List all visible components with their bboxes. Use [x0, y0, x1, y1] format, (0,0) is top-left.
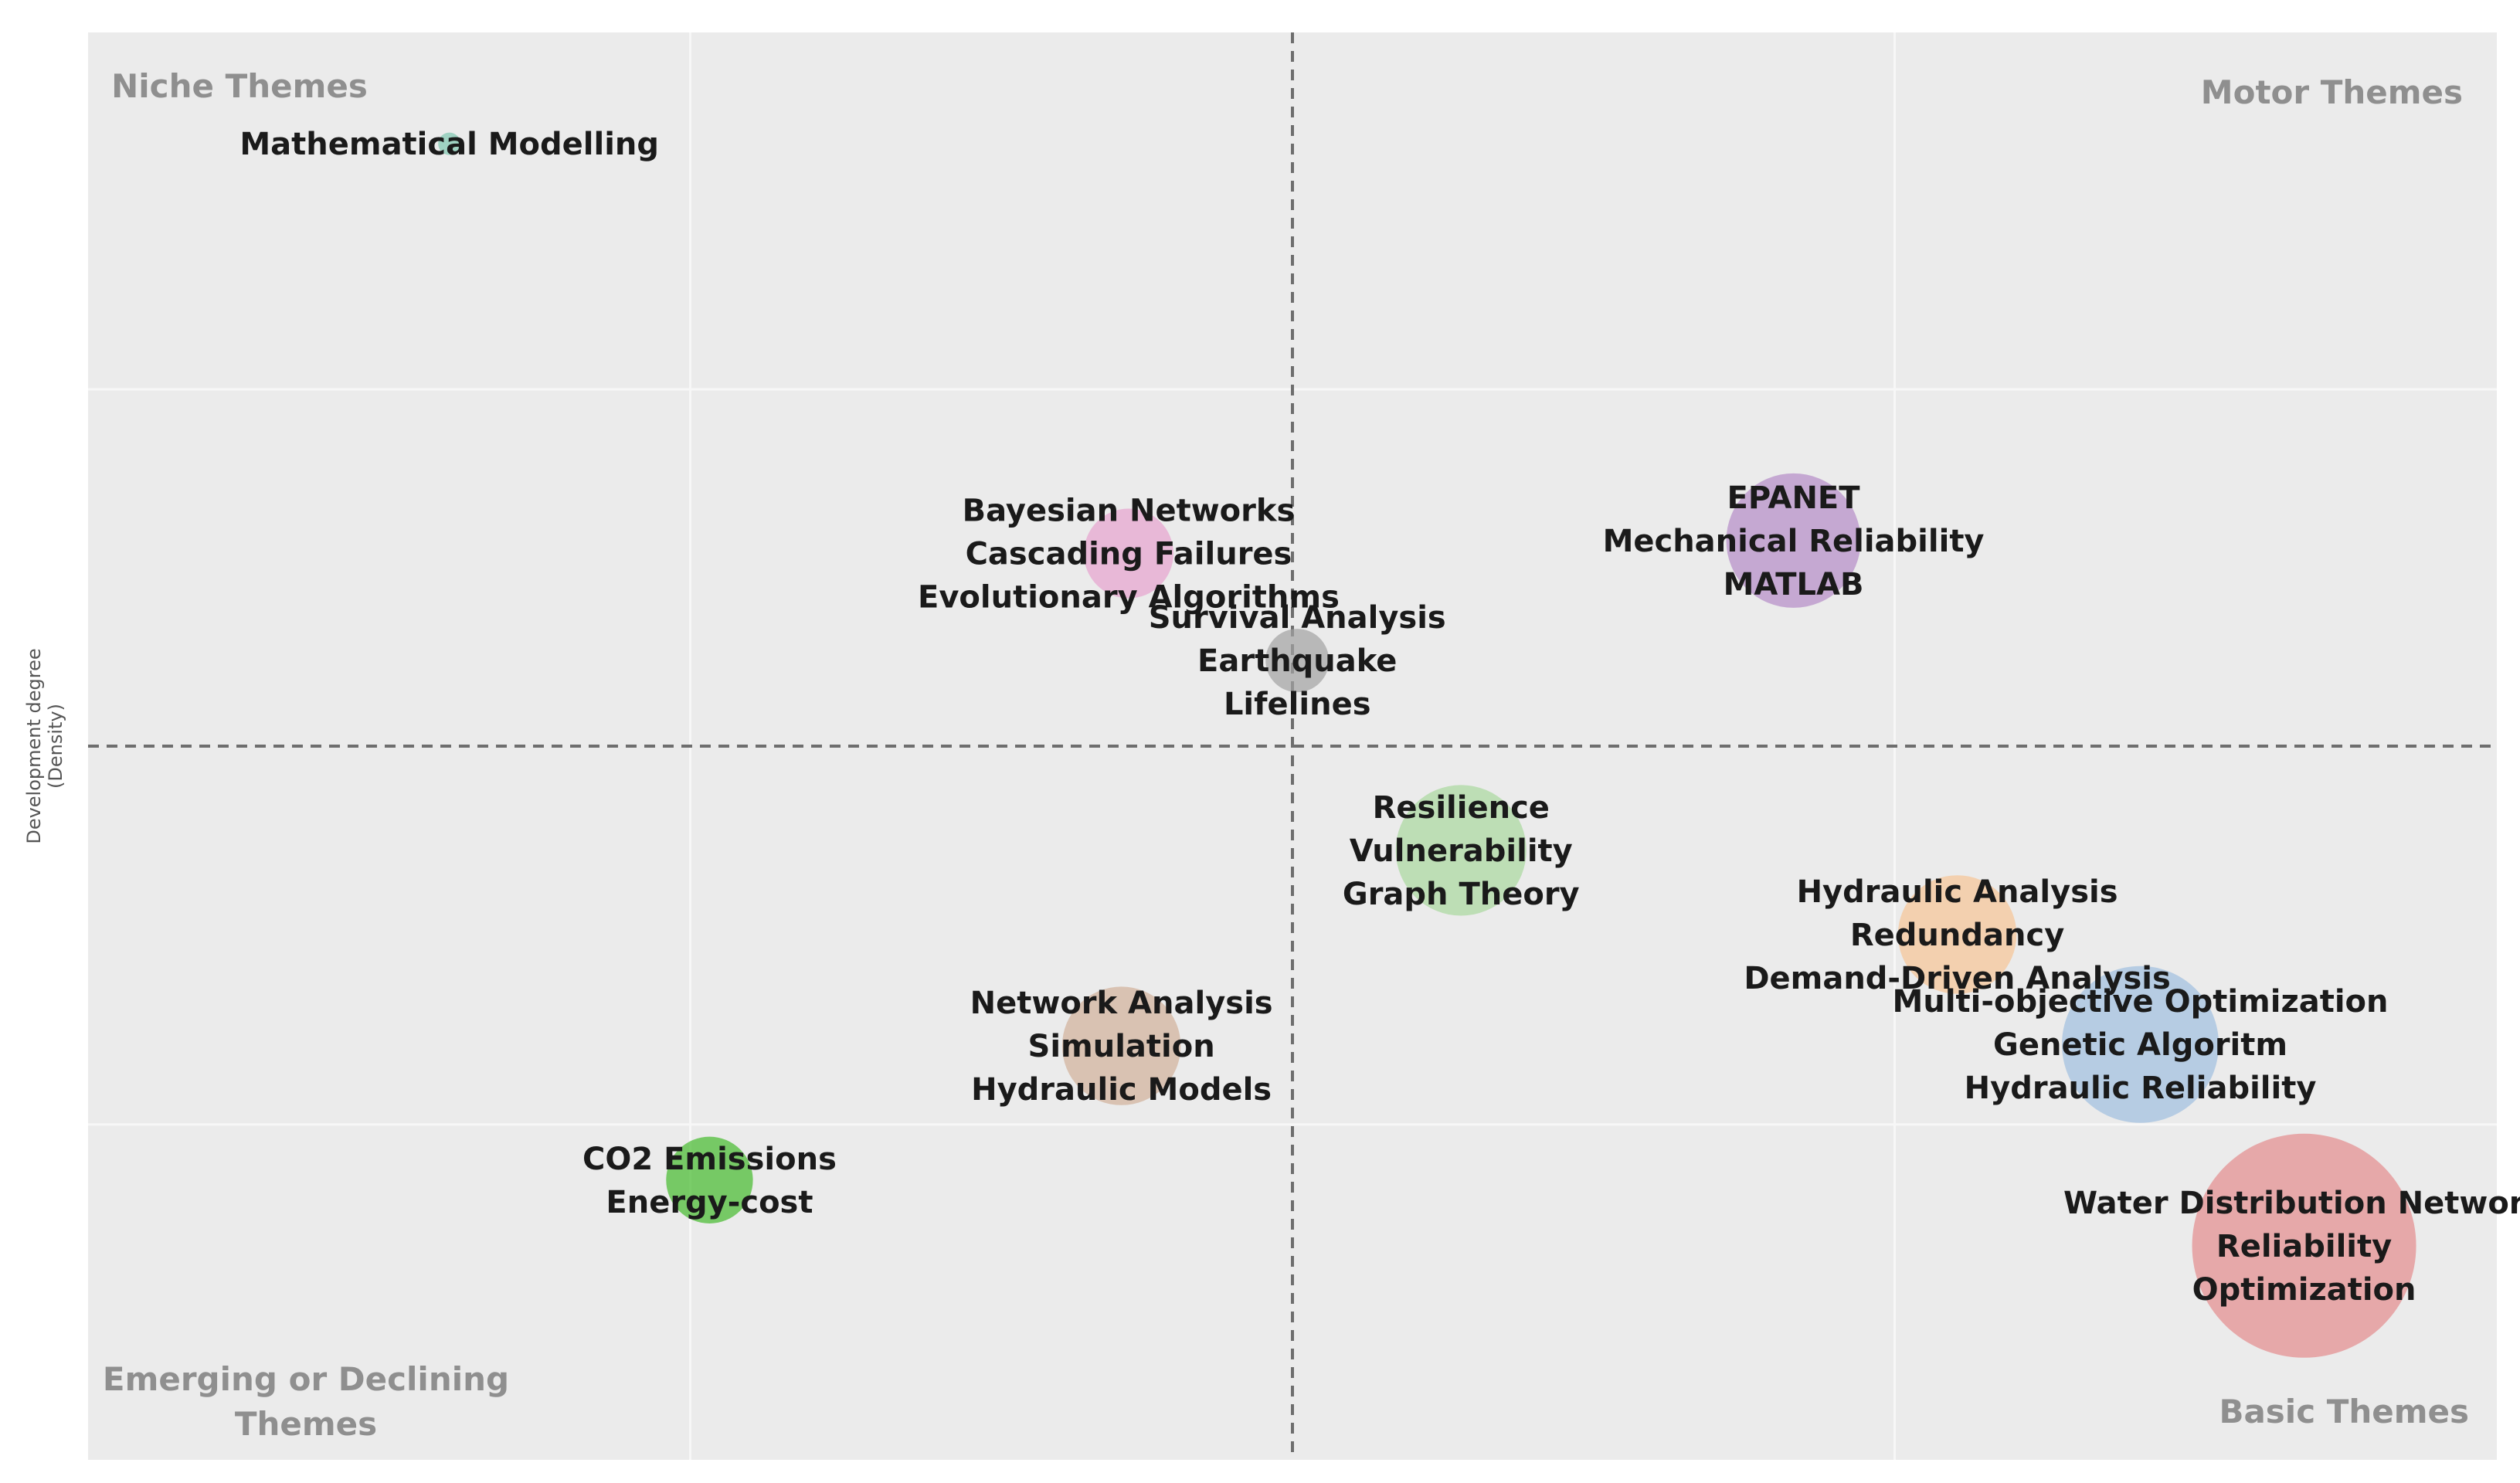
- cluster-bubble: [1395, 785, 1527, 916]
- cluster-label: CO2 Emissions Energy-cost: [582, 1142, 837, 1220]
- y-axis-label: Development degree(Density): [23, 648, 66, 843]
- cluster-label-line: EPANET: [1727, 480, 1861, 516]
- median-lines: [88, 32, 2497, 1460]
- cluster-bubble: [1897, 875, 2017, 994]
- bubbles: [438, 132, 2416, 1358]
- cluster-label-line: Energy-cost: [606, 1185, 813, 1220]
- cluster-label-line: Bayesian Networks: [963, 494, 1296, 529]
- y-axis-label-line: Development degree: [23, 648, 45, 843]
- cluster-label: Hydraulic Analysis Redundancy Demand-Drive…: [1744, 874, 2171, 996]
- cluster-label-line: Survival Analysis: [1149, 600, 1446, 636]
- cluster-label: Survival Analysis Earthquake Lifelines: [1149, 600, 1446, 722]
- cluster-bubble: [1265, 629, 1330, 693]
- y-axis-title: Development degree(Density): [23, 648, 66, 843]
- cluster-label-line: Genetic Algoritm: [1993, 1027, 2287, 1063]
- cluster-label: EPANET Mechanical Reliability MATLAB: [1603, 480, 1985, 602]
- cluster-bubble: [1083, 508, 1173, 599]
- cluster-label: Bayesian Networks Cascading Failures Evolu…: [918, 494, 1340, 616]
- cluster-label-line: Graph Theory: [1343, 877, 1580, 912]
- quadrant-label-line: Niche Themes: [111, 67, 368, 105]
- cluster-bubble: [1726, 473, 1861, 608]
- y-axis-label-line: (Density): [45, 704, 66, 789]
- cluster-label-line: Redundancy: [1850, 918, 2064, 953]
- quadrant-label: Basic Themes: [2219, 1393, 2469, 1430]
- cluster-label-line: Simulation: [1028, 1029, 1215, 1064]
- cluster-label-line: Resilience: [1373, 790, 1550, 826]
- cluster-bubble: [666, 1136, 753, 1223]
- cluster-bubble: [1061, 986, 1181, 1105]
- cluster-bubble: [2062, 965, 2219, 1123]
- cluster-label-line: Hydraulic Models: [971, 1072, 1272, 1108]
- cluster-label-line: Reliability: [2216, 1229, 2392, 1264]
- quadrant-labels: Niche Themes Motor Themes Emerging or Decl…: [103, 67, 2469, 1443]
- cluster-label: Water Distribution Network Reliability Opt…: [2063, 1186, 2520, 1308]
- quadrant-label: Motor Themes: [2201, 73, 2463, 111]
- quadrant-label: Emerging or Declining Themes: [103, 1360, 509, 1443]
- cluster-label-line: Cascading Failures: [966, 537, 1292, 572]
- cluster-label-line: Vulnerability: [1350, 833, 1573, 869]
- quadrant-label-line: Motor Themes: [2201, 73, 2463, 111]
- cluster-label-line: Multi-objective Optimization: [1893, 984, 2389, 1020]
- cluster-bubble: [2192, 1133, 2416, 1358]
- quadrant-label-line: Basic Themes: [2219, 1393, 2469, 1430]
- quadrant-label-line: Themes: [235, 1405, 377, 1443]
- cluster-label-line: Lifelines: [1224, 687, 1371, 722]
- cluster-label-line: Mechanical Reliability: [1603, 524, 1985, 559]
- quadrant-label: Niche Themes: [111, 67, 368, 105]
- cluster-label-line: Optimization: [2192, 1272, 2416, 1308]
- cluster-label-line: Water Distribution Network: [2063, 1186, 2520, 1221]
- cluster-label: Mathematical Modelling: [239, 127, 659, 162]
- cluster-label-line: MATLAB: [1724, 567, 1864, 602]
- cluster-label: Multi-objective Optimization Genetic Algo…: [1893, 984, 2389, 1106]
- cluster-label: Network Analysis Simulation Hydraulic Mode…: [970, 986, 1273, 1108]
- cluster-bubble: [438, 132, 461, 155]
- cluster-label-line: Hydraulic Reliability: [1965, 1071, 2317, 1106]
- cluster-label-line: Earthquake: [1197, 643, 1397, 679]
- cluster-label-line: Evolutionary Algorithms: [918, 580, 1340, 616]
- cluster-label-line: Hydraulic Analysis: [1797, 874, 2118, 910]
- cluster-label-line: Network Analysis: [970, 986, 1273, 1021]
- quadrant-label-line: Emerging or Declining: [103, 1360, 509, 1398]
- cluster-labels: Mathematical Modelling Bayesian Networks C…: [239, 127, 2520, 1308]
- cluster-label: Resilience Vulnerability Graph Theory: [1343, 790, 1580, 912]
- cluster-label-line: Mathematical Modelling: [239, 127, 659, 162]
- cluster-label-line: Demand-Driven Analysis: [1744, 961, 2171, 996]
- cluster-label-line: CO2 Emissions: [582, 1142, 837, 1177]
